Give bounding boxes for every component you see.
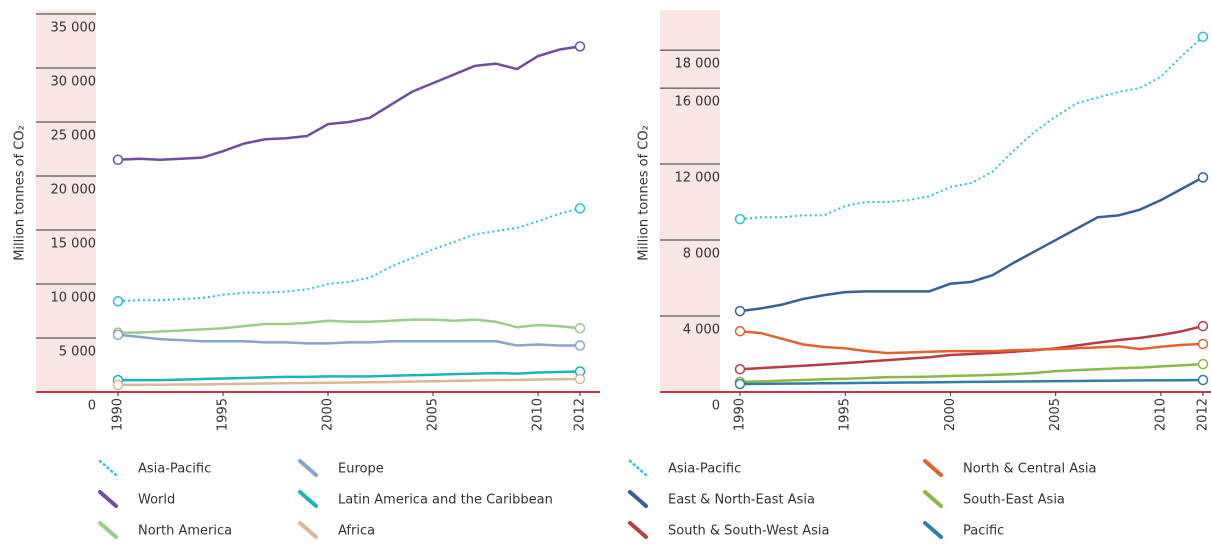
series-line xyxy=(739,362,1204,384)
x-tick-label: 2012 xyxy=(573,398,588,431)
x-tick-label: 2000 xyxy=(943,398,958,431)
y-tick-label: 10 000 xyxy=(51,291,97,306)
series-line xyxy=(117,333,580,347)
legend-swatch xyxy=(628,459,648,477)
y-axis-label: Million tonnes of CO₂ xyxy=(637,125,652,261)
series-line xyxy=(117,377,581,387)
legend-label: World xyxy=(138,493,175,508)
end-point xyxy=(574,373,586,385)
end-point xyxy=(112,379,124,391)
end-point xyxy=(734,213,746,225)
legend-swatch xyxy=(628,490,648,508)
end-point xyxy=(734,305,746,317)
x-tick-label: 2005 xyxy=(426,398,441,431)
x-tick-label: 2012 xyxy=(1196,398,1211,431)
legend-label: Asia-Pacific xyxy=(668,462,741,477)
series-line xyxy=(118,318,581,334)
x-tick-label: 1990 xyxy=(733,398,748,431)
x-tick-label: 2010 xyxy=(1153,398,1168,431)
series-line xyxy=(117,207,581,303)
legend-label: Africa xyxy=(338,524,375,539)
series-line xyxy=(739,324,1204,371)
end-point xyxy=(112,154,124,166)
legend-label: North America xyxy=(138,524,232,539)
end-point xyxy=(112,329,124,341)
x-tick-label: 2005 xyxy=(1048,398,1063,431)
y-tick-label: 4 000 xyxy=(683,323,720,338)
y-tick-label: 30 000 xyxy=(51,75,97,90)
end-point xyxy=(734,363,746,375)
series-line xyxy=(118,370,581,382)
legend-swatch xyxy=(628,521,648,539)
end-point xyxy=(1197,374,1209,386)
legend-label: Europe xyxy=(338,462,384,477)
x-tick-label: 1995 xyxy=(216,398,231,431)
end-point xyxy=(574,203,586,214)
series-line xyxy=(117,45,581,162)
y-tick-label: 35 000 xyxy=(51,21,97,36)
series-line xyxy=(739,378,1204,386)
y-tick-label: 5 000 xyxy=(59,345,96,360)
legend-label: Pacific xyxy=(963,524,1004,539)
end-point xyxy=(574,340,586,351)
series-line xyxy=(739,329,1204,355)
x-tick-label: 1990 xyxy=(111,398,126,431)
legend-swatch xyxy=(923,490,943,508)
end-point xyxy=(1197,31,1209,43)
legend-swatch xyxy=(98,490,118,508)
legend-label: Latin America and the Caribbean xyxy=(338,493,553,508)
y-tick-label: 15 000 xyxy=(51,237,97,252)
end-point xyxy=(1197,358,1209,370)
y-tick-label: 18 000 xyxy=(675,57,721,72)
end-point xyxy=(112,296,124,307)
end-point xyxy=(1197,338,1209,350)
x-tick-label: 1995 xyxy=(838,398,853,431)
series-line xyxy=(739,176,1204,313)
axis-band xyxy=(660,10,720,392)
legend-label: Asia-Pacific xyxy=(138,462,211,477)
legend-label: South & South-West Asia xyxy=(668,524,829,539)
legend-swatch xyxy=(923,521,943,539)
legend-swatch xyxy=(298,459,318,477)
y-tick-label: 25 000 xyxy=(51,129,97,144)
legend-label: North & Central Asia xyxy=(963,462,1096,477)
y-tick-label: 12 000 xyxy=(675,171,721,186)
end-point xyxy=(574,41,586,52)
end-point xyxy=(574,323,586,334)
end-point xyxy=(1197,172,1209,183)
y-tick-label: 16 000 xyxy=(675,95,721,110)
end-point xyxy=(734,378,746,390)
legend-swatch xyxy=(98,521,118,539)
legend-swatch xyxy=(923,459,943,477)
y-tick-label: 20 000 xyxy=(51,183,97,198)
end-point xyxy=(734,325,746,337)
y-axis-label: Million tonnes of CO₂ xyxy=(13,125,28,261)
legend-label: South-East Asia xyxy=(963,493,1065,508)
x-tick-label: 2000 xyxy=(321,398,336,431)
series-line xyxy=(739,36,1204,221)
y-tick-label: 0 xyxy=(88,399,96,414)
y-tick-label: 8 000 xyxy=(683,247,720,262)
end-point xyxy=(1197,320,1209,332)
legend-label: East & North-East Asia xyxy=(668,493,815,508)
legend-swatch xyxy=(298,490,318,508)
x-tick-label: 2010 xyxy=(531,398,546,431)
axis-band xyxy=(36,10,96,392)
legend-swatch xyxy=(98,459,118,477)
legend-swatch xyxy=(298,521,318,539)
y-tick-label: 0 xyxy=(712,399,720,414)
